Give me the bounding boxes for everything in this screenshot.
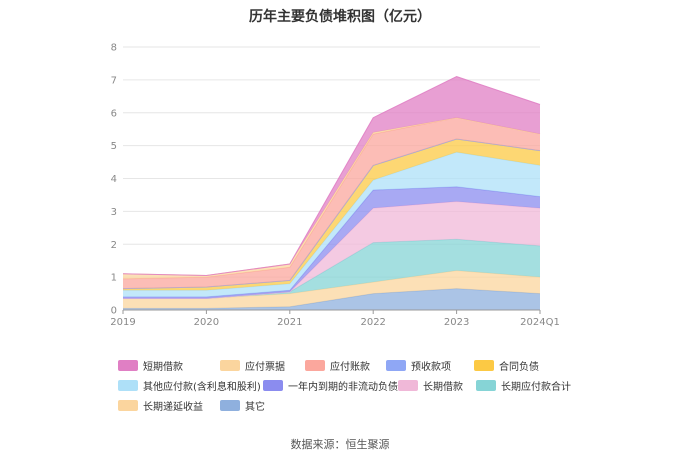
x-tick-label: 2021	[277, 317, 302, 328]
y-tick-label: 1	[111, 273, 117, 284]
legend-swatch	[386, 360, 406, 371]
area-series-edge-10	[122, 76, 541, 277]
axes: 0 1 2 3 4 5 6 7 8 2019 2020 2021 2022 2023 2024Q1	[110, 43, 560, 329]
legend-label: 长期应付款合计	[501, 382, 571, 393]
y-tick-label: 5	[111, 141, 117, 152]
area-series-5	[123, 152, 540, 297]
legend-item[interactable]: 合同负债	[474, 358, 539, 373]
legend-swatch	[118, 380, 138, 391]
legend-item[interactable]: 应付账款	[305, 358, 370, 373]
legend-label: 一年内到期的非流动负债	[288, 382, 398, 393]
legend-item[interactable]: 长期应付款合计	[476, 378, 571, 393]
legend-item[interactable]: 其他应付款(含利息和股利)	[118, 378, 261, 393]
legend-item[interactable]: 预收款项	[386, 358, 451, 373]
legend-swatch	[220, 360, 240, 371]
legend-item[interactable]: 其它	[220, 398, 265, 413]
legend-swatch	[263, 380, 283, 391]
y-tick-label: 0	[111, 306, 117, 317]
legend-label: 应付票据	[245, 362, 285, 373]
area-series-1	[123, 270, 540, 309]
area-series-8	[123, 117, 540, 289]
area-series-2	[123, 239, 540, 299]
legend-label: 预收款项	[411, 362, 451, 373]
legend-item[interactable]: 一年内到期的非流动负债	[263, 378, 398, 393]
legend-swatch	[118, 360, 138, 371]
x-tick-label: 2024Q1	[520, 317, 560, 328]
x-tick-label: 2022	[360, 317, 385, 328]
y-tick-label: 6	[111, 108, 117, 119]
legend-label: 长期借款	[423, 382, 463, 393]
area-series-10	[123, 76, 540, 276]
y-tick-label: 8	[111, 43, 117, 54]
legend-item[interactable]: 长期借款	[398, 378, 463, 393]
legend-swatch	[118, 400, 138, 411]
legend-swatch	[476, 380, 496, 391]
x-tick-label: 2023	[444, 317, 469, 328]
legend-item[interactable]: 长期递延收益	[118, 398, 203, 413]
legend-item[interactable]: 应付票据	[220, 358, 285, 373]
legend-label: 长期递延收益	[143, 402, 203, 413]
y-tick-label: 4	[111, 174, 117, 185]
area-series-6	[123, 139, 540, 291]
legend-swatch	[220, 400, 240, 411]
y-tick-label: 3	[111, 207, 117, 218]
legend-label: 应付账款	[330, 362, 370, 373]
area-series-0	[123, 288, 540, 310]
legend-swatch	[305, 360, 325, 371]
legend-label: 合同负债	[499, 362, 539, 373]
y-tick-label: 7	[111, 75, 117, 86]
data-source-note: 数据来源：恒生聚源	[290, 438, 390, 451]
stacked-area-chart: 0 1 2 3 4 5 6 7 8 2019 2020 2021 2022 2023 2024Q1	[110, 43, 560, 329]
y-tick-label: 2	[111, 240, 117, 251]
legend-item[interactable]: 短期借款	[118, 358, 183, 373]
chart-title: 历年主要负债堆积图（亿元）	[249, 9, 431, 25]
legend-swatch	[474, 360, 494, 371]
area-series	[122, 76, 541, 310]
legend-swatch	[398, 380, 418, 391]
area-series-4	[123, 186, 540, 299]
legend-label: 其他应付款(含利息和股利)	[143, 382, 261, 393]
x-tick-label: 2020	[194, 317, 219, 328]
x-tick-label: 2019	[110, 317, 135, 328]
legend-label: 短期借款	[143, 362, 183, 373]
legend-label: 其它	[245, 402, 265, 413]
